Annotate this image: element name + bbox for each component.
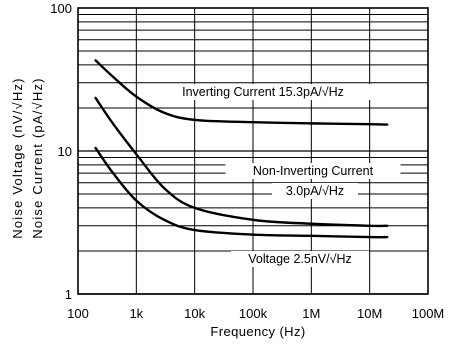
series-line xyxy=(94,146,389,239)
y-axis-label-current: Noise Current (pA/√Hz) xyxy=(30,77,45,238)
y-axis-label-voltage: Noise Voltage (nV/√Hz) xyxy=(10,77,25,238)
annotation-box xyxy=(231,251,369,267)
annotation-box xyxy=(153,84,373,100)
annotation-label: Voltage 2.5nV/√Hz xyxy=(248,252,351,266)
x-tick-label: 100M xyxy=(412,306,445,321)
plot-frame xyxy=(77,7,429,295)
x-tick-label: 1M xyxy=(302,306,320,321)
y-tick-label: 1 xyxy=(65,287,72,302)
x-tick-label: 100 xyxy=(67,306,89,321)
series-line xyxy=(94,96,389,228)
tick-labels: 100 1k 10k 100k 1M 10M 100M 1 10 100 xyxy=(50,1,444,321)
series-lines xyxy=(94,59,389,239)
x-tick-label: 1k xyxy=(129,306,143,321)
y-tick-label: 100 xyxy=(50,1,72,16)
annotation-box xyxy=(225,163,401,179)
y-tick-label: 10 xyxy=(58,144,72,159)
annotation-label: 3.0pA/√Hz xyxy=(286,184,344,198)
annotations: Inverting Current 15.3pA/√Hz Non-Invertin… xyxy=(153,84,401,267)
x-tick-label: 100k xyxy=(239,306,268,321)
series-line xyxy=(94,59,389,126)
annotation-box xyxy=(272,183,358,199)
x-axis-label: Frequency (Hz) xyxy=(210,324,305,339)
plot-border xyxy=(77,7,429,295)
x-tick-label: 10k xyxy=(184,306,205,321)
annotation-label: Non-Inverting Current xyxy=(253,164,374,178)
annotation-label: Inverting Current 15.3pA/√Hz xyxy=(182,85,344,99)
x-tick-label: 10M xyxy=(357,306,382,321)
